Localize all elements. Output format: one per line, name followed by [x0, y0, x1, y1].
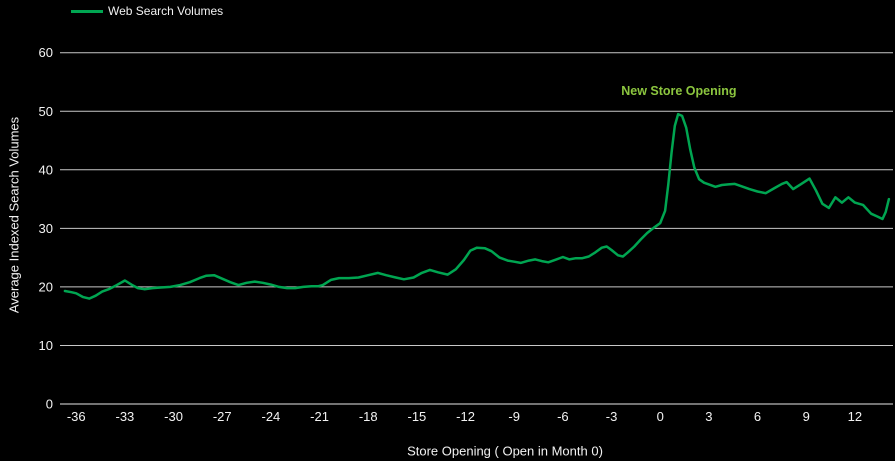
legend: Web Search Volumes: [71, 4, 223, 18]
y-tick-label: 0: [46, 397, 53, 412]
x-tick-label: -36: [67, 409, 86, 424]
y-tick-label: 10: [39, 338, 53, 353]
y-tick-label: 30: [39, 221, 53, 236]
x-tick-label: 3: [705, 409, 712, 424]
legend-label: Web Search Volumes: [108, 4, 224, 18]
legend-line-swatch: [71, 9, 103, 13]
x-tick-label: 0: [657, 409, 664, 424]
x-tick-label: -33: [115, 409, 134, 424]
x-tick-label: -12: [456, 409, 475, 424]
x-tick-label: -9: [508, 409, 520, 424]
x-tick-label: -24: [261, 409, 280, 424]
x-tick-label: 12: [848, 409, 862, 424]
x-tick-label: -21: [310, 409, 329, 424]
x-tick-label: 6: [754, 409, 761, 424]
x-axis-title: Store Opening ( Open in Month 0): [407, 443, 603, 459]
y-axis-title: Average Indexed Search Volumes: [6, 116, 22, 314]
x-tick-label: -3: [606, 409, 618, 424]
x-tick-label: -15: [407, 409, 426, 424]
y-tick-label: 50: [39, 104, 53, 119]
new-store-opening-annotation: New Store Opening: [621, 84, 737, 99]
x-tick-label: -27: [213, 409, 232, 424]
y-tick-label: 60: [39, 45, 53, 60]
y-tick-label: 40: [39, 162, 53, 177]
x-tick-label: 9: [803, 409, 810, 424]
x-tick-label: -18: [359, 409, 378, 424]
x-tick-label: -30: [164, 409, 183, 424]
y-tick-label: 20: [39, 279, 53, 294]
x-tick-label: -6: [557, 409, 569, 424]
web-search-volumes-line: [63, 112, 891, 300]
